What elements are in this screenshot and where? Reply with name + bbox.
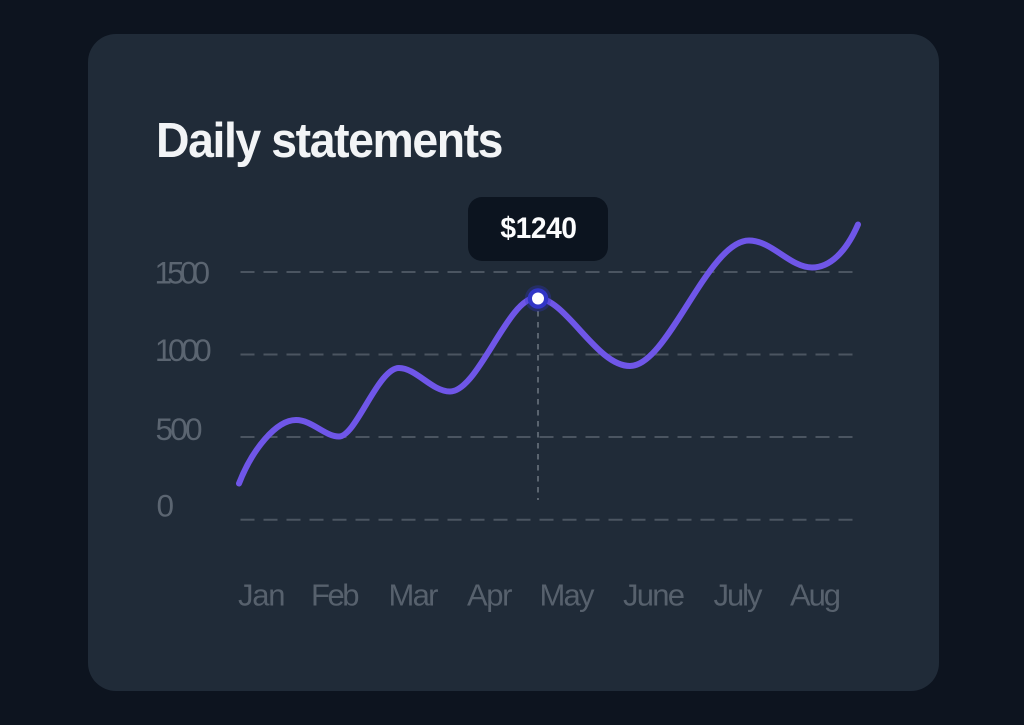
svg-text:0: 0 — [157, 487, 175, 523]
svg-text:June: June — [623, 578, 685, 613]
svg-text:Feb: Feb — [311, 578, 360, 613]
svg-text:Mar: Mar — [389, 578, 439, 613]
svg-text:1000: 1000 — [155, 332, 212, 368]
svg-text:Apr: Apr — [467, 578, 513, 613]
svg-text:Jan: Jan — [238, 578, 286, 613]
svg-text:May: May — [540, 578, 596, 613]
svg-text:500: 500 — [156, 411, 203, 447]
svg-text:July: July — [714, 578, 764, 613]
svg-text:Aug: Aug — [790, 578, 841, 613]
svg-text:1500: 1500 — [155, 254, 211, 290]
